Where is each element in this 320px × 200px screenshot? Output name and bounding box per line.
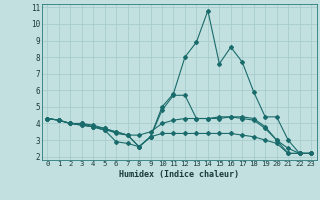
X-axis label: Humidex (Indice chaleur): Humidex (Indice chaleur)	[119, 170, 239, 179]
